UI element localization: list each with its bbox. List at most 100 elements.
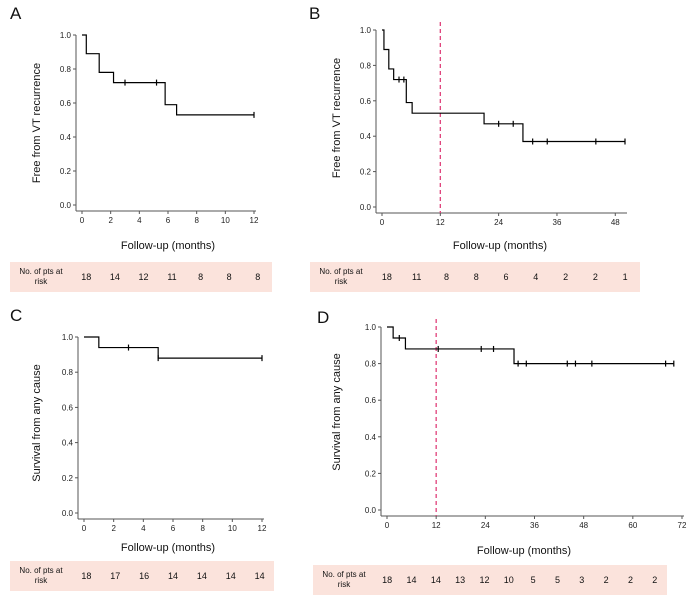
risk-count: 14 [109,272,120,282]
y-tick-label: 0.4 [60,133,72,142]
x-tick-label: 4 [141,524,146,533]
y-tick-label: 0.2 [62,474,74,483]
x-tick-label: 10 [221,216,230,225]
risk-count: 11 [412,272,422,282]
risk-count: 17 [110,571,121,581]
km-chart-d: Survival from any cause Follow-up (month… [331,319,687,557]
y-tick-label: 0.0 [62,509,74,518]
risk-count: 18 [81,571,92,581]
panel-d: D Survival from any cause Follow-up (mon… [305,300,700,601]
risk-count: 5 [530,575,536,585]
risk-count: 14 [406,575,417,585]
y-tick-label: 0.8 [60,65,72,74]
risk-count: 4 [533,272,539,282]
y-tick-label: 0.6 [360,97,372,106]
risk-count: 18 [81,272,92,282]
x-tick-label: 0 [80,216,85,225]
risk-count: 8 [198,272,204,282]
x-tick-label: 4 [137,216,142,225]
y-axis-title: Free from VT recurrence [331,58,343,178]
y-tick-label: 1.0 [365,323,377,332]
x-tick-label: 60 [628,521,637,530]
x-axis-title: Follow-up (months) [477,545,571,557]
risk-count: 1 [622,272,628,282]
x-tick-label: 12 [258,524,267,533]
x-tick-label: 0 [380,218,385,227]
y-tick-label: 0.4 [365,433,377,442]
x-tick-label: 36 [553,218,562,227]
y-tick-label: 0.8 [62,368,74,377]
x-tick-label: 12 [436,218,445,227]
risk-count: 16 [139,571,150,581]
y-tick-label: 0.0 [360,203,372,212]
panel-a: A Free from VT recurrence Follow-up (mon… [0,0,300,300]
risk-count: 6 [503,272,509,282]
x-tick-label: 6 [171,524,176,533]
x-tick-label: 0 [82,524,87,533]
risk-table: No. of pts at risk 18 14 12 11 8 8 8 [10,262,272,292]
risk-table: No. of pts at risk 18 14 14 13 12 10 5 5 … [313,565,667,595]
km-chart-b: Free from VT recurrence Follow-up (month… [331,22,627,252]
risk-count: 2 [563,272,569,282]
risk-count: 8 [226,272,232,282]
risk-count: 11 [167,272,177,282]
risk-count: 14 [430,575,441,585]
y-tick-label: 0.8 [360,61,372,70]
x-tick-label: 48 [579,521,588,530]
risk-count: 14 [168,571,179,581]
risk-count: 13 [455,575,466,585]
panel-letter: D [317,308,330,327]
risk-count: 14 [225,571,236,581]
x-tick-label: 72 [678,521,687,530]
x-tick-label: 36 [530,521,539,530]
km-chart-a: Free from VT recurrence Follow-up (month… [31,31,259,252]
risk-table: No. of pts at risk 18 11 8 8 6 4 2 2 1 [310,262,640,292]
risk-count: 12 [138,272,149,282]
y-tick-label: 0.6 [62,403,74,412]
y-tick-label: 0.8 [365,360,377,369]
y-tick-label: 0.4 [360,132,372,141]
risk-count: 2 [627,575,633,585]
risk-count: 14 [254,571,265,581]
risk-count: 2 [592,272,598,282]
y-tick-label: 0.2 [365,469,377,478]
panel-b: B Free from VT recurrence Follow-up (mon… [305,0,700,300]
survival-curve [382,29,625,143]
x-axis-title: Follow-up (months) [453,240,547,252]
y-axis-title: Survival from any cause [331,353,343,470]
risk-count: 18 [381,272,392,282]
risk-table: No. of pts at risk 18 17 16 14 14 14 14 [10,561,274,591]
y-tick-label: 0.2 [60,167,72,176]
km-chart-c: Survival from any cause Follow-up (month… [31,333,267,554]
x-tick-label: 24 [481,521,490,530]
panel-letter: B [309,4,321,23]
risk-count: 3 [579,575,585,585]
risk-count: 2 [652,575,658,585]
panel-c: C Survival from any cause Follow-up (mon… [0,300,300,601]
x-tick-label: 12 [432,521,441,530]
survival-curve [84,336,262,359]
y-tick-label: 0.6 [60,99,72,108]
x-tick-label: 2 [111,524,116,533]
x-tick-label: 12 [250,216,259,225]
risk-table-header: No. of pts at risk [319,267,363,286]
panel-letter: C [10,306,23,325]
x-axis-title: Follow-up (months) [121,240,215,252]
survival-curve [387,326,674,365]
risk-count: 12 [479,575,490,585]
y-tick-label: 1.0 [62,333,74,342]
survival-curve [82,34,254,116]
risk-count: 8 [443,272,449,282]
y-tick-label: 1.0 [60,31,72,40]
x-tick-label: 24 [494,218,503,227]
x-tick-label: 48 [611,218,620,227]
x-tick-label: 8 [200,524,205,533]
y-tick-label: 0.6 [365,396,377,405]
y-tick-label: 0.4 [62,439,74,448]
x-axis-title: Follow-up (months) [121,542,215,554]
x-tick-label: 2 [108,216,113,225]
y-tick-label: 0.2 [360,168,372,177]
x-tick-label: 10 [228,524,237,533]
risk-count: 2 [603,575,609,585]
panel-letter: A [10,4,22,23]
